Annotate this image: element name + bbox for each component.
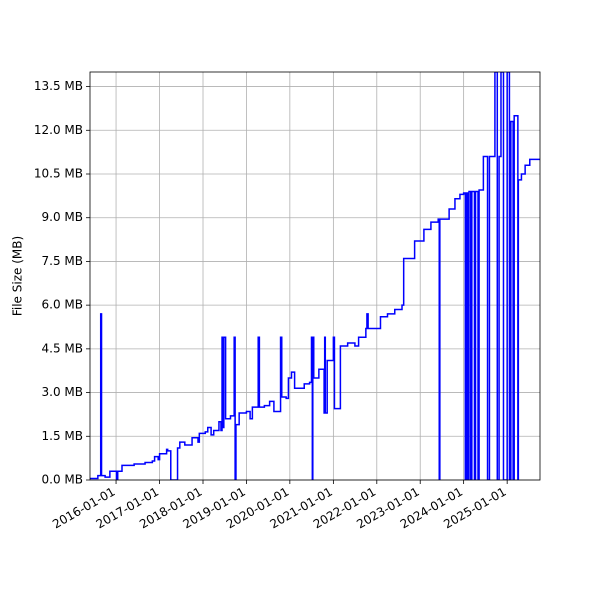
y-tick-label: 4.5 MB bbox=[42, 341, 83, 355]
plot-area bbox=[90, 72, 540, 480]
plot-frame bbox=[89, 71, 541, 481]
y-tick-label: 12.0 MB bbox=[34, 123, 83, 137]
y-tick-label: 10.5 MB bbox=[34, 167, 83, 181]
y-tick-label: 7.5 MB bbox=[42, 254, 83, 268]
y-tick-label: 0.0 MB bbox=[42, 473, 83, 487]
y-axis-label: File Size (MB) bbox=[11, 236, 25, 316]
y-tick-label: 9.0 MB bbox=[42, 210, 83, 224]
y-tick-label: 13.5 MB bbox=[34, 79, 83, 93]
y-tick-label: 3.0 MB bbox=[42, 385, 83, 399]
y-tick-label: 6.0 MB bbox=[42, 298, 83, 312]
line bbox=[90, 72, 540, 480]
y-tick-label: 1.5 MB bbox=[42, 429, 83, 443]
